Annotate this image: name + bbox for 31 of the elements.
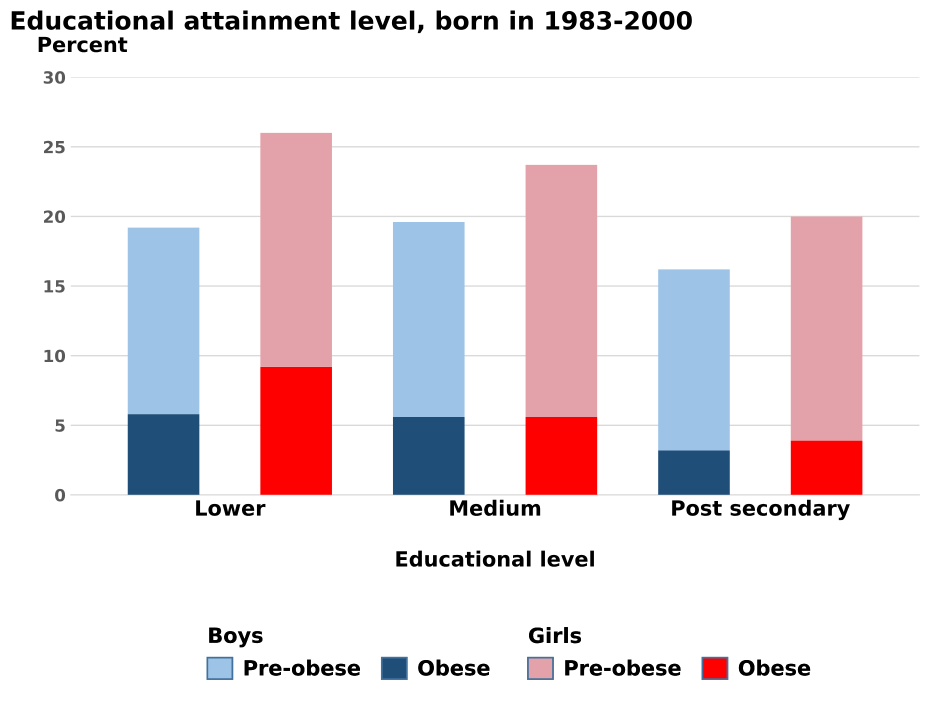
bar <box>128 228 200 414</box>
legend-label: Pre-obese <box>244 660 360 676</box>
y-tick-label: 15 <box>44 280 65 293</box>
bar <box>260 366 332 495</box>
bar <box>790 440 862 495</box>
text: Boys <box>209 628 263 648</box>
bar <box>392 222 465 417</box>
bar <box>658 450 730 495</box>
y-tick-label: 30 <box>44 71 66 84</box>
legend-label: Pre-obese <box>565 660 681 676</box>
bar <box>658 269 730 450</box>
bar <box>260 132 332 367</box>
bar <box>526 416 598 495</box>
y-tick-label: 25 <box>44 140 65 154</box>
x-tick-label: Post secondary <box>672 500 850 520</box>
x-tick-label: Lower <box>196 500 266 516</box>
y-tick-label: 0 <box>55 488 66 502</box>
y-axis-title: Percent <box>38 36 128 52</box>
x-axis-title: Educational level <box>396 550 594 567</box>
bar <box>128 414 200 495</box>
bar <box>790 216 862 441</box>
x-tick-label: Medium <box>450 500 540 516</box>
bar <box>526 164 598 417</box>
y-tick-label: 20 <box>44 210 66 224</box>
y-tick-label: 10 <box>44 350 66 362</box>
bar <box>392 416 465 495</box>
legend-label: Obese <box>418 660 490 676</box>
chart-title: Educational attainment level, born in 1983-2000 <box>12 10 692 34</box>
text: Girls <box>529 627 582 644</box>
y-tick-label: 5 <box>56 419 65 432</box>
legend-label: Obese <box>738 660 810 676</box>
